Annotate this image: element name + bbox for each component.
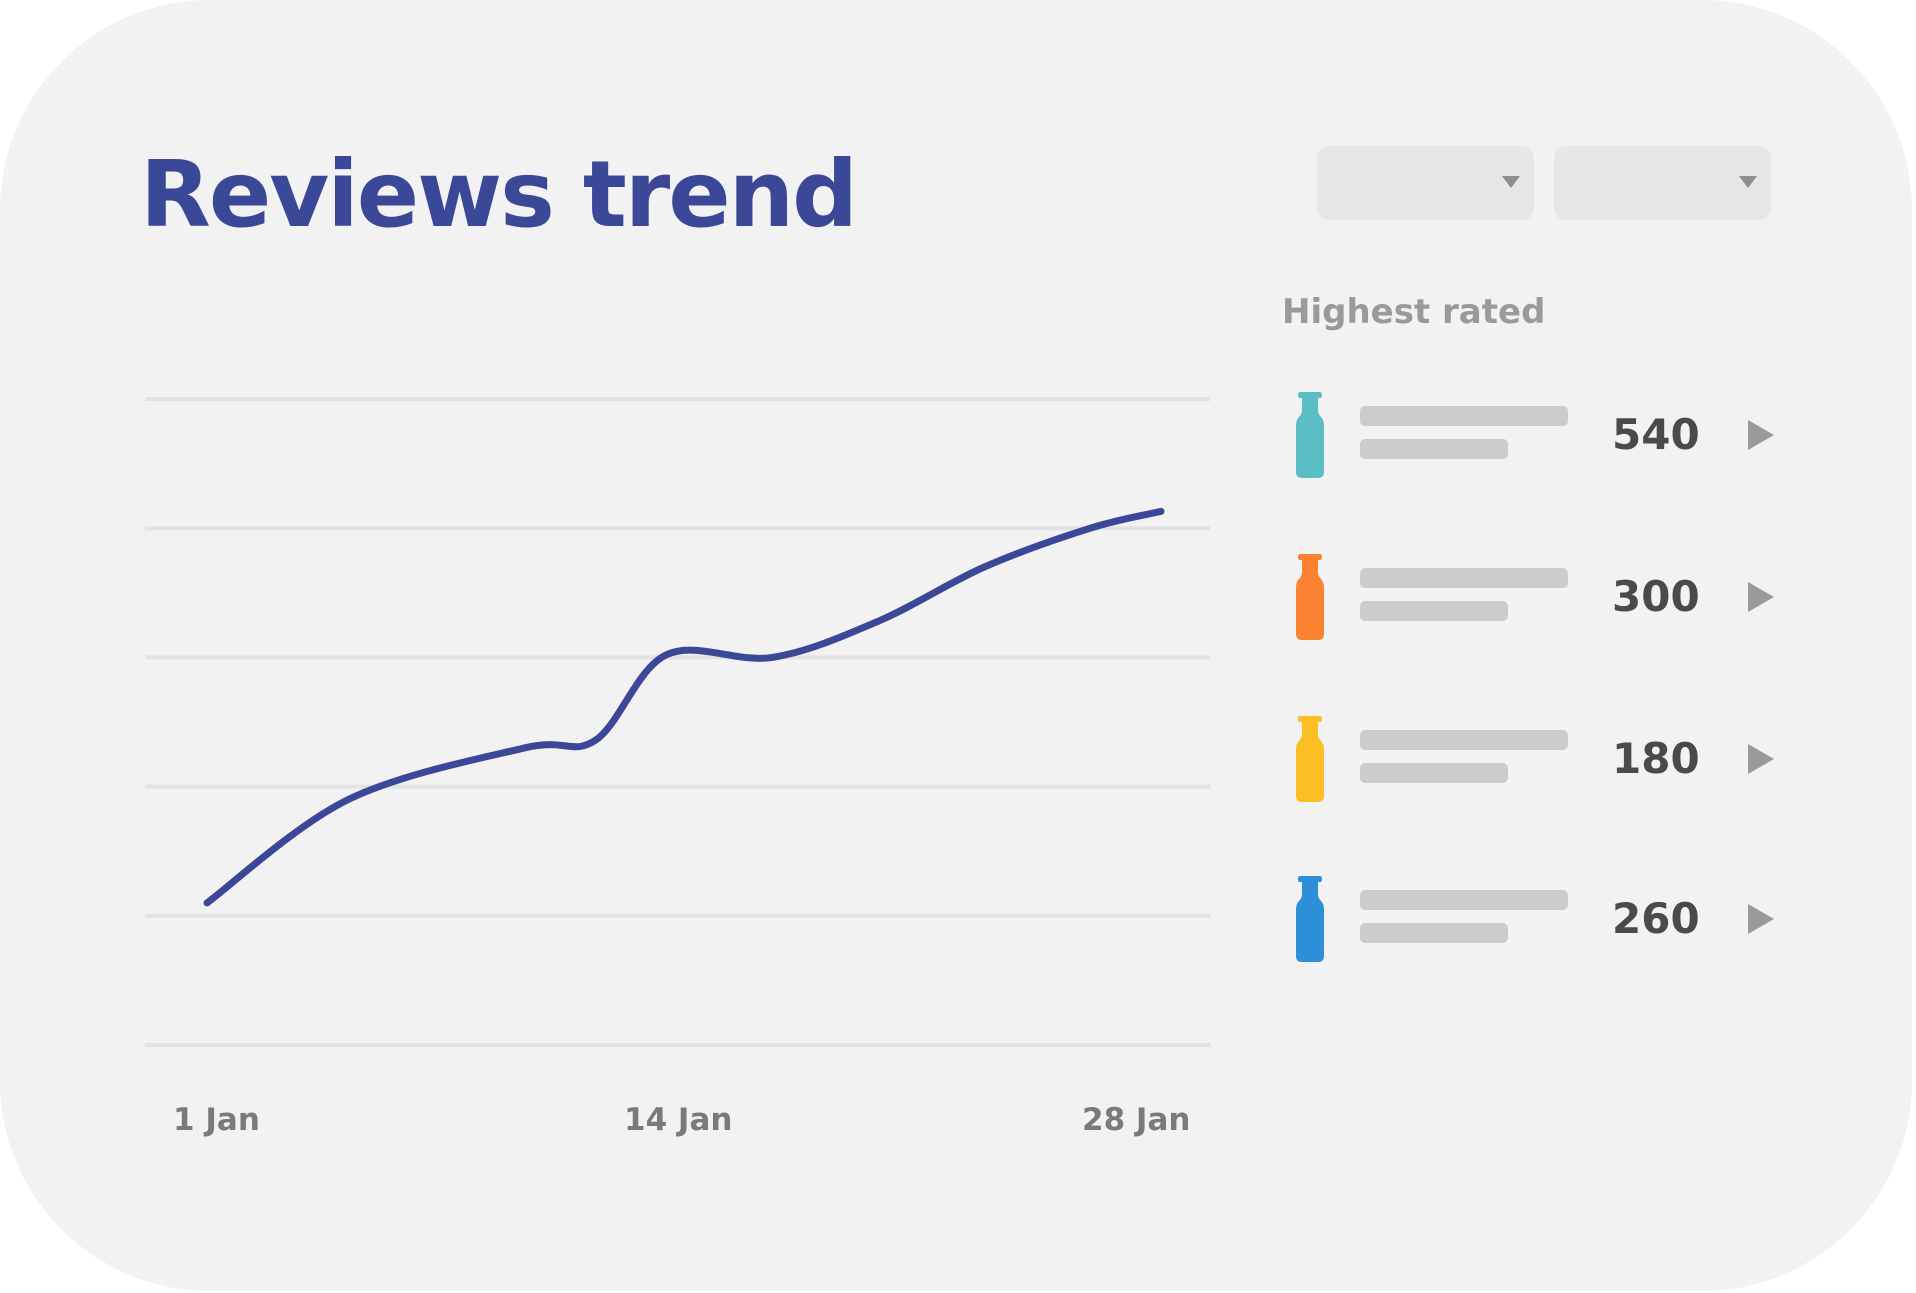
rank-value: 260: [1612, 894, 1700, 943]
item-subtitle-placeholder: [1360, 763, 1508, 783]
bottle-icon: [1296, 876, 1324, 962]
rank-value: 180: [1612, 734, 1700, 783]
item-name-placeholder: [1360, 890, 1568, 910]
rank-item[interactable]: 180: [1282, 714, 1802, 804]
rank-item[interactable]: 540: [1282, 390, 1802, 480]
item-subtitle-placeholder: [1360, 439, 1508, 459]
filter-dropdown-1[interactable]: [1317, 146, 1534, 220]
item-name-placeholder: [1360, 730, 1568, 750]
item-name-placeholder: [1360, 568, 1568, 588]
series-line: [203, 507, 1165, 907]
x-tick-label: 28 Jan: [1082, 1102, 1191, 1138]
item-subtitle-placeholder: [1360, 601, 1508, 621]
chevron-down-icon: [1739, 176, 1757, 188]
filter-dropdown-2[interactable]: [1554, 146, 1771, 220]
item-name-placeholder: [1360, 406, 1568, 426]
bottle-icon: [1296, 392, 1324, 478]
x-tick-label: 14 Jan: [624, 1102, 733, 1138]
play-arrow-icon[interactable]: [1748, 904, 1774, 934]
page-title: Reviews trend: [140, 141, 858, 248]
play-arrow-icon[interactable]: [1748, 582, 1774, 612]
x-tick-label: 1 Jan: [173, 1102, 260, 1138]
chart-gridlines: [145, 397, 1210, 1047]
rank-item[interactable]: 260: [1282, 874, 1802, 964]
highest-rated-title: Highest rated: [1282, 292, 1546, 332]
play-arrow-icon[interactable]: [1748, 420, 1774, 450]
rank-value: 540: [1612, 410, 1700, 459]
chart-series: [203, 507, 1165, 907]
chevron-down-icon: [1502, 176, 1520, 188]
play-arrow-icon[interactable]: [1748, 744, 1774, 774]
bottle-icon: [1296, 554, 1324, 640]
item-subtitle-placeholder: [1360, 923, 1508, 943]
rank-item[interactable]: 300: [1282, 552, 1802, 642]
rank-value: 300: [1612, 572, 1700, 621]
bottle-icon: [1296, 716, 1324, 802]
